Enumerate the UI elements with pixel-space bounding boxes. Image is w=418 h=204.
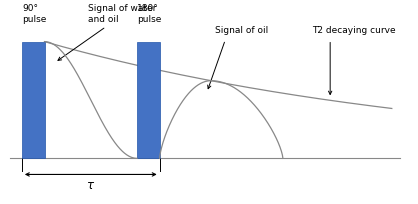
Text: 90°: 90° (22, 4, 38, 13)
Bar (22, 42, 45, 158)
Bar (137, 42, 160, 158)
Text: Signal of oil: Signal of oil (215, 26, 268, 34)
Text: pulse: pulse (137, 16, 161, 24)
Text: 180°: 180° (137, 4, 159, 13)
Text: Signal of water: Signal of water (88, 4, 156, 13)
Text: T2 decaying curve: T2 decaying curve (312, 26, 395, 34)
Text: τ: τ (87, 180, 94, 192)
Text: and oil: and oil (88, 16, 118, 24)
Text: pulse: pulse (22, 16, 46, 24)
